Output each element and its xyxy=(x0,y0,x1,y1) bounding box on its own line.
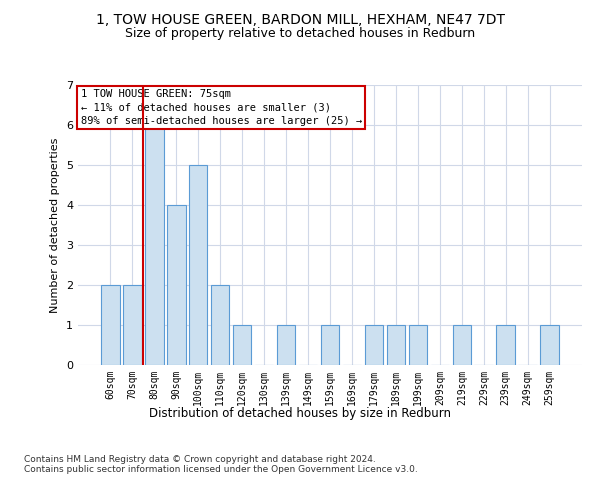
Bar xyxy=(167,205,185,365)
Bar xyxy=(211,285,229,365)
Text: Distribution of detached houses by size in Redburn: Distribution of detached houses by size … xyxy=(149,408,451,420)
Bar xyxy=(541,325,559,365)
Text: Contains HM Land Registry data © Crown copyright and database right 2024.
Contai: Contains HM Land Registry data © Crown c… xyxy=(24,455,418,474)
Bar xyxy=(233,325,251,365)
Bar xyxy=(365,325,383,365)
Bar xyxy=(277,325,295,365)
Bar xyxy=(452,325,471,365)
Bar xyxy=(320,325,340,365)
Text: 1, TOW HOUSE GREEN, BARDON MILL, HEXHAM, NE47 7DT: 1, TOW HOUSE GREEN, BARDON MILL, HEXHAM,… xyxy=(95,12,505,26)
Bar xyxy=(145,125,164,365)
Bar xyxy=(123,285,142,365)
Text: Size of property relative to detached houses in Redburn: Size of property relative to detached ho… xyxy=(125,28,475,40)
Bar xyxy=(409,325,427,365)
Bar xyxy=(101,285,119,365)
Bar xyxy=(496,325,515,365)
Bar xyxy=(189,165,208,365)
Text: 1 TOW HOUSE GREEN: 75sqm
← 11% of detached houses are smaller (3)
89% of semi-de: 1 TOW HOUSE GREEN: 75sqm ← 11% of detach… xyxy=(80,89,362,126)
Bar xyxy=(386,325,405,365)
Y-axis label: Number of detached properties: Number of detached properties xyxy=(50,138,61,312)
